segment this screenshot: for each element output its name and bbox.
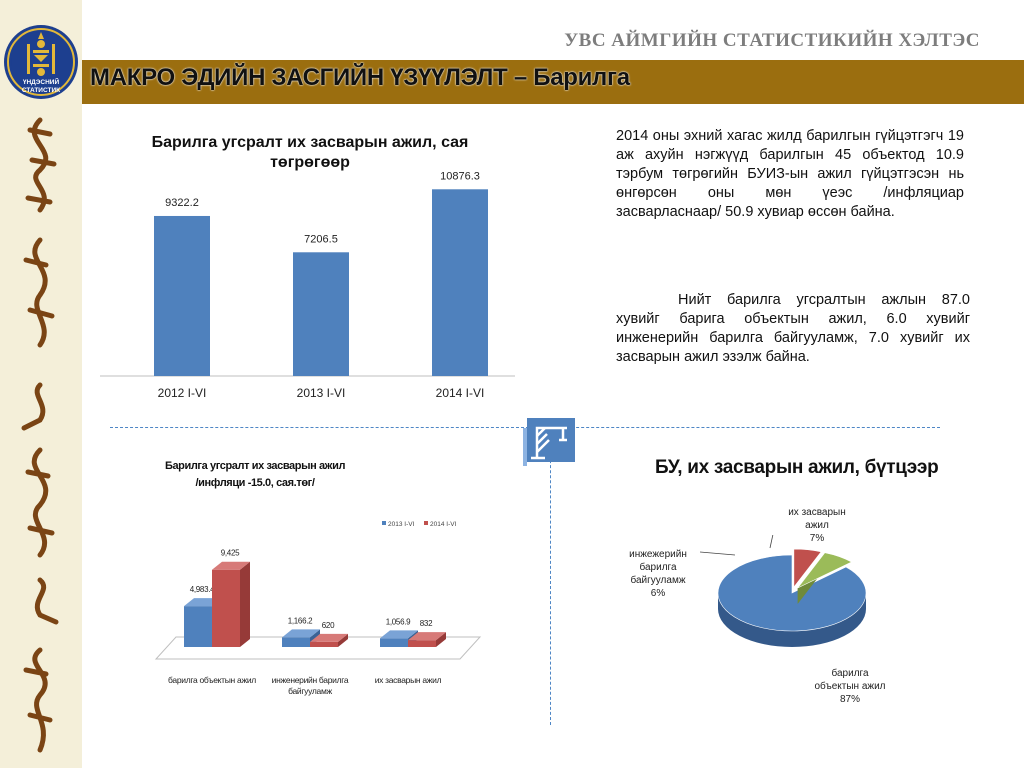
pie-leader-line bbox=[769, 535, 774, 549]
chart2-data-label: 832 bbox=[420, 619, 433, 628]
chart3-pie-chart bbox=[700, 535, 867, 647]
chart2-tick-label: байгууламж bbox=[288, 686, 332, 696]
pie-label-line: ажил bbox=[805, 520, 829, 531]
chart2-bar bbox=[212, 569, 240, 647]
chart2-bar-side bbox=[240, 561, 250, 647]
chart2-data-label: 1,056.9 bbox=[386, 617, 411, 626]
logo-text-line2: СТАТИСТИК bbox=[22, 87, 60, 94]
pie-leader-line bbox=[700, 551, 736, 556]
chart1-tick-label: 2013 I-VI bbox=[297, 386, 346, 400]
chart2-legend-label: 2013 I-VI bbox=[388, 521, 415, 528]
pie-label-line: 87% bbox=[839, 694, 860, 705]
chart2-3d-bar-chart: 2013 I-VI 2014 I-VI 4,983.4 9,425 барилга об… bbox=[154, 521, 482, 696]
logo-text-line1: ҮНДЭСНИЙ bbox=[23, 77, 60, 86]
pie-label-major-repair: их засварын ажил 7% bbox=[772, 506, 862, 545]
chart2-data-label: 620 bbox=[322, 621, 335, 630]
horizontal-divider bbox=[110, 427, 940, 428]
soyombo-emblem-icon: ҮНДЭСНИЙ СТАТИСТИК bbox=[4, 25, 78, 99]
title-banner bbox=[82, 60, 1024, 104]
pie-slice bbox=[717, 554, 867, 632]
chart1-data-label: 7206.5 bbox=[304, 233, 338, 245]
pie-label-line: объектын ажил bbox=[814, 681, 886, 692]
chart1-tick-label: 2012 I-VI bbox=[158, 386, 207, 400]
chart1-bar bbox=[293, 252, 349, 376]
summary-paragraph-2: Нийт барилга угсралтын ажлын 87.0 хувийг… bbox=[616, 292, 970, 365]
chart2-legend-label: 2014 I-VI bbox=[430, 521, 457, 528]
chart2-bar-top bbox=[408, 632, 446, 641]
pie-slice bbox=[793, 548, 822, 588]
chart1-title: Барилга угсралт их засварын ажил, сая тө… bbox=[151, 134, 469, 171]
chart2-bar-top bbox=[310, 633, 348, 642]
chart2-legend-swatch bbox=[382, 521, 386, 525]
pie-label-line: барилга bbox=[831, 668, 869, 679]
left-sidebar: ҮНДЭСНИЙ СТАТИСТИК bbox=[0, 0, 82, 768]
chart2-data-label: 9,425 bbox=[221, 549, 240, 558]
pie-depth-wall bbox=[718, 593, 866, 647]
pie-label-building-objects: барилга объектын ажил 87% bbox=[805, 667, 895, 706]
chart2-title: Барилга угсралт их засварын ажил /инфляц… bbox=[150, 458, 360, 492]
chart2-bar bbox=[282, 637, 310, 647]
pie-label-line: 6% bbox=[650, 588, 666, 599]
chart2-bar-top bbox=[212, 561, 250, 570]
chart2-bar bbox=[380, 638, 408, 647]
chart2-tick-label: инженерийн барилга bbox=[272, 675, 349, 685]
chart2-title-line1: Барилга угсралт их засварын ажил bbox=[164, 460, 346, 472]
chart2-bar-side bbox=[436, 632, 446, 647]
organization-title: УВС АЙМГИЙН СТАТИСТИКИЙН ХЭЛТЭС bbox=[564, 30, 980, 51]
chart2-bar bbox=[184, 606, 212, 647]
chart2-data-label: 4,983.4 bbox=[190, 585, 215, 594]
chart2-bar bbox=[408, 640, 436, 647]
chart2-bar-top bbox=[380, 630, 418, 639]
pie-label-engineering: инжежерийн барилга байгууламж 6% bbox=[618, 548, 698, 600]
chart2-bar-side bbox=[338, 633, 348, 647]
chart1-tick-label: 2014 I-VI bbox=[436, 386, 485, 400]
chart3-title: БУ, их засварын ажил, бүтцээр bbox=[655, 457, 939, 478]
pie-label-line: барилга bbox=[639, 562, 677, 573]
chart2-legend-swatch bbox=[424, 521, 428, 525]
summary-paragraph-1: 2014 оны эхний хагас жилд барилгын гүйцэ… bbox=[616, 128, 964, 220]
chart1-bar bbox=[154, 215, 210, 376]
chart1-data-label: 9322.2 bbox=[165, 197, 199, 209]
pie-label-line: их засварын bbox=[788, 507, 846, 518]
mongolian-script-decoration bbox=[21, 117, 59, 753]
page-title: МАКРО ЭДИЙН ЗАСГИЙН ҮЗҮҮЛЭЛТ – Барилга bbox=[90, 64, 630, 91]
chart1-bar bbox=[432, 189, 488, 376]
crane-icon bbox=[523, 418, 575, 466]
pie-slice bbox=[797, 552, 853, 589]
pie-label-line: байгууламж bbox=[630, 575, 686, 586]
chart2-bar-top bbox=[282, 629, 320, 638]
pie-label-line: 7% bbox=[809, 533, 825, 544]
chart2-bar bbox=[310, 641, 338, 647]
chart2-tick-label: их засварын ажил bbox=[375, 675, 442, 685]
pie-label-line: инжежерийн bbox=[629, 549, 687, 560]
chart2-data-label: 1,166.2 bbox=[288, 616, 313, 625]
chart1-data-label: 10876.3 bbox=[440, 170, 480, 182]
chart1-bar-chart: 9322.2 2012 I-VI 7206.5 2013 I-VI 10876.3 201… bbox=[100, 170, 515, 400]
vertical-divider bbox=[550, 440, 551, 725]
chart2-title-line2: /инфляци -15.0, сая.төг/ bbox=[195, 477, 315, 489]
chart2-tick-label: барилга объектын ажил bbox=[168, 675, 256, 685]
